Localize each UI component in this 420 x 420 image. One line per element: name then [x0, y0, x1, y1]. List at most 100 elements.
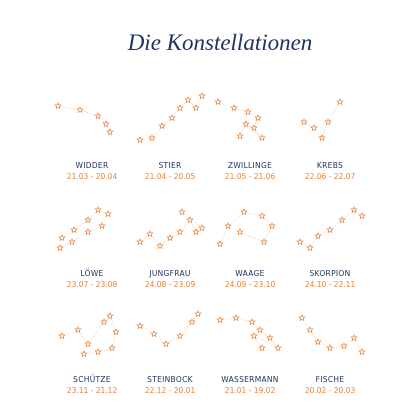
star — [358, 348, 366, 356]
star — [244, 108, 252, 116]
sign-name: STEINBOCK — [147, 375, 193, 384]
star — [188, 318, 196, 326]
star — [106, 128, 114, 136]
title: Die Konstellationen — [127, 30, 313, 55]
star — [158, 122, 166, 130]
star — [162, 340, 170, 348]
star — [102, 120, 110, 128]
star — [104, 210, 112, 218]
constellation-line — [139, 211, 203, 247]
sign-name: LÖWE — [80, 269, 103, 278]
star — [224, 222, 232, 230]
star — [80, 350, 88, 358]
star — [216, 240, 224, 248]
sign-cell: ZWILLINGE 21.05 - 21.06 — [214, 98, 275, 181]
star — [198, 224, 206, 232]
star — [98, 222, 106, 230]
sign-dates: 22.12 - 20.01 — [145, 386, 196, 395]
star — [106, 312, 114, 320]
star — [192, 228, 200, 236]
star — [198, 92, 206, 100]
constellation — [58, 312, 120, 358]
constellation — [54, 102, 114, 136]
sign-cell: STIER 21.04 - 20.05 — [136, 92, 206, 181]
sign-name: ZWILLINGE — [228, 161, 272, 170]
sign-name: JUNGFRAU — [148, 269, 190, 278]
constellation — [216, 314, 282, 352]
sign-cell: WASSERMANN 21.01 - 19.02 — [216, 314, 282, 395]
star — [358, 212, 366, 220]
star — [74, 326, 82, 334]
star — [58, 234, 66, 242]
star — [58, 332, 66, 340]
sign-name: WIDDER — [76, 161, 109, 170]
star — [350, 334, 358, 342]
sign-cell: FISCHE 20.02 - 20.03 — [298, 314, 366, 395]
sign-name: SCHÜTZE — [73, 375, 111, 384]
star — [232, 314, 240, 322]
star — [336, 98, 344, 106]
sign-dates: 24.08 - 23.09 — [145, 280, 196, 289]
star — [54, 102, 62, 110]
star — [318, 134, 326, 142]
star — [100, 318, 108, 326]
star — [306, 326, 314, 334]
star — [300, 118, 308, 126]
sign-dates: 21.03 - 20.04 — [67, 172, 118, 181]
star — [256, 326, 264, 334]
star — [178, 208, 186, 216]
star — [70, 226, 78, 234]
star — [166, 234, 174, 242]
star — [258, 212, 266, 220]
sign-dates: 21.01 - 19.02 — [225, 386, 276, 395]
constellation — [136, 92, 206, 144]
star — [168, 114, 176, 122]
sign-cell: WAAGE 24.09 - 23.10 — [216, 208, 276, 289]
sign-dates: 24.09 - 23.10 — [225, 280, 276, 289]
star — [94, 112, 102, 120]
constellation — [56, 206, 112, 252]
star — [84, 216, 92, 224]
sign-name: KREBS — [317, 161, 343, 170]
star — [296, 238, 304, 246]
sign-cell: KREBS 22.06 - 22.07 — [300, 98, 355, 181]
constellation — [216, 208, 276, 248]
star — [340, 342, 348, 350]
sign-cell: JUNGFRAU 24.08 - 23.09 — [136, 208, 206, 289]
star — [186, 216, 194, 224]
constellation — [136, 310, 202, 348]
star — [242, 120, 250, 128]
star — [236, 132, 244, 140]
star — [192, 104, 200, 112]
star — [176, 332, 184, 340]
star — [136, 136, 144, 144]
sign-dates: 23.11 - 21.12 — [67, 386, 118, 395]
star — [230, 104, 238, 112]
sign-name: WAAGE — [235, 269, 264, 278]
star — [150, 330, 158, 338]
star — [254, 114, 262, 122]
star — [84, 228, 92, 236]
sign-cell: STEINBOCK 22.12 - 20.01 — [136, 310, 202, 395]
star — [314, 338, 322, 346]
star — [184, 96, 192, 104]
star — [112, 328, 120, 336]
star — [326, 344, 334, 352]
star — [136, 238, 144, 246]
constellation — [214, 98, 266, 142]
sign-cell: WIDDER 21.03 - 20.04 — [54, 102, 118, 181]
sign-cell: SCHÜTZE 23.11 - 21.12 — [58, 312, 120, 395]
constellation — [300, 98, 344, 142]
star — [146, 230, 154, 238]
sign-name: STIER — [158, 161, 181, 170]
sign-dates: 24.10 - 22.11 — [305, 280, 356, 289]
star — [108, 344, 116, 352]
star — [324, 118, 332, 126]
star — [306, 244, 314, 252]
constellation — [298, 314, 366, 356]
constellation-line — [59, 209, 109, 249]
star — [136, 322, 144, 330]
star — [258, 134, 266, 142]
star — [216, 316, 224, 324]
